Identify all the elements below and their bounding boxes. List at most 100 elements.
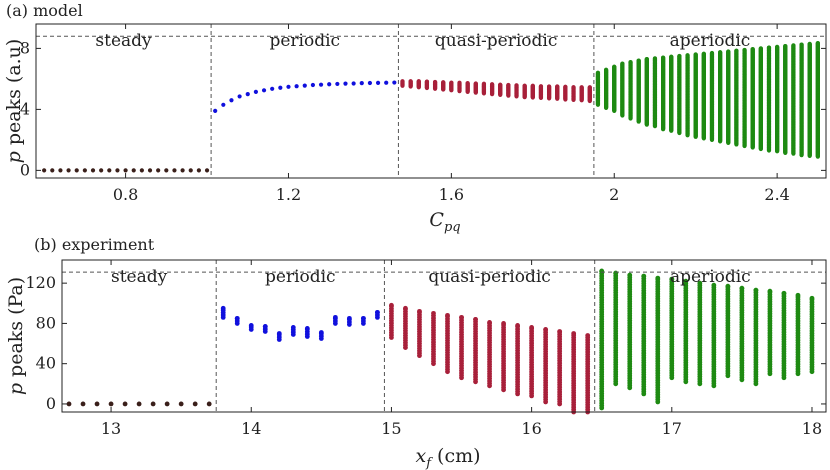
data-point <box>612 64 617 69</box>
data-point-column <box>628 60 633 121</box>
data-point <box>416 79 421 84</box>
data-point-column <box>775 44 780 154</box>
data-point-column <box>636 58 641 124</box>
data-point <box>506 82 511 88</box>
data-point <box>221 102 226 107</box>
data-point <box>701 51 706 56</box>
data-point <box>709 50 715 56</box>
data-point <box>595 70 601 75</box>
data-point-column <box>604 67 609 110</box>
data-point-column <box>620 61 625 118</box>
data-point <box>237 94 242 99</box>
data-point <box>604 67 609 72</box>
data-point <box>481 81 487 86</box>
data-point <box>628 60 633 65</box>
data-point <box>392 80 397 85</box>
data-point-column <box>644 56 649 127</box>
data-point <box>147 168 153 173</box>
data-point <box>546 84 552 89</box>
data-point-column <box>457 80 462 94</box>
data-point <box>441 80 446 85</box>
data-point <box>685 53 690 58</box>
data-point <box>669 54 674 59</box>
data-point <box>229 98 234 103</box>
data-point-column <box>587 85 592 104</box>
data-point <box>538 84 544 89</box>
data-point <box>172 168 177 173</box>
series-aperiodic <box>595 40 820 159</box>
data-point-column <box>424 79 430 91</box>
data-point-column <box>432 79 438 91</box>
data-point-column <box>408 79 413 89</box>
data-point <box>343 81 348 86</box>
data-point <box>530 83 535 88</box>
data-point <box>359 81 364 86</box>
data-point <box>66 168 71 173</box>
data-point <box>90 168 96 173</box>
data-point-column <box>514 83 519 99</box>
data-point-column <box>726 49 731 146</box>
data-point-column <box>595 70 601 107</box>
data-point <box>636 58 641 63</box>
data-point <box>302 83 307 88</box>
data-point <box>327 82 332 87</box>
data-point-column <box>677 53 682 136</box>
data-point <box>351 81 356 86</box>
data-point <box>432 79 438 85</box>
data-point <box>367 80 373 86</box>
data-point <box>384 80 389 85</box>
data-point <box>261 88 267 93</box>
data-point <box>555 84 560 89</box>
data-point <box>758 46 763 51</box>
data-point-column <box>783 44 788 155</box>
data-point-column <box>661 55 666 132</box>
data-point-column <box>498 82 503 98</box>
data-point-column <box>489 82 495 97</box>
data-point <box>489 82 495 87</box>
data-point-column <box>441 80 446 92</box>
data-point <box>310 82 316 88</box>
data-point <box>204 168 210 173</box>
data-point <box>766 45 772 50</box>
data-point-column <box>750 47 755 150</box>
data-point <box>408 79 413 84</box>
data-point <box>498 82 503 87</box>
data-point-column <box>546 84 552 101</box>
data-point <box>278 85 283 90</box>
data-point <box>253 89 258 94</box>
data-point <box>318 82 324 87</box>
data-point-column <box>709 50 715 142</box>
data-point-column <box>538 84 544 101</box>
data-point <box>196 168 201 173</box>
data-point <box>457 80 462 85</box>
data-point <box>465 81 470 86</box>
data-point <box>620 61 625 66</box>
data-point-column <box>669 54 674 133</box>
data-point-column <box>766 45 772 153</box>
data-point <box>58 168 63 173</box>
data-point <box>115 168 120 173</box>
data-point-column <box>481 81 487 96</box>
data-point <box>139 168 144 173</box>
data-point-column <box>465 81 470 94</box>
series-steady <box>42 168 210 173</box>
data-point-column <box>449 80 454 93</box>
data-point <box>644 56 649 62</box>
data-point <box>571 85 576 90</box>
data-point <box>99 168 104 173</box>
data-point <box>775 44 780 49</box>
data-point <box>335 81 340 87</box>
data-point <box>661 55 666 60</box>
data-point <box>375 80 381 85</box>
data-point <box>180 168 185 173</box>
data-point-column <box>693 52 698 139</box>
data-point <box>213 108 218 114</box>
data-point-column <box>506 82 511 98</box>
data-point <box>107 168 112 173</box>
data-point <box>82 168 87 173</box>
data-point <box>693 52 698 57</box>
data-point <box>522 83 527 88</box>
data-point-column <box>652 56 658 129</box>
data-point <box>677 53 682 59</box>
